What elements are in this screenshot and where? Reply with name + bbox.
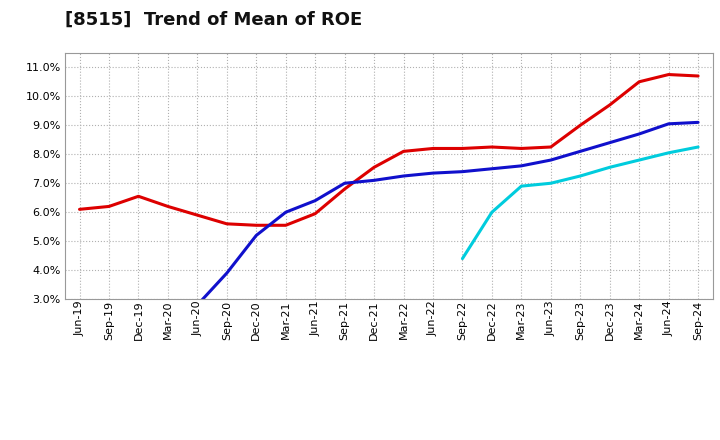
3 Years (341, 187, 349, 192)
5 Years (370, 178, 379, 183)
3 Years (104, 204, 113, 209)
5 Years (399, 173, 408, 179)
3 Years (635, 79, 644, 84)
5 Years (193, 302, 202, 308)
3 Years (546, 144, 555, 150)
3 Years (163, 204, 172, 209)
7 Years (458, 256, 467, 261)
5 Years (458, 169, 467, 174)
3 Years (428, 146, 437, 151)
3 Years (399, 149, 408, 154)
7 Years (606, 165, 614, 170)
7 Years (546, 180, 555, 186)
3 Years (576, 123, 585, 128)
Line: 5 Years: 5 Years (197, 122, 698, 305)
3 Years (606, 103, 614, 108)
7 Years (576, 173, 585, 179)
5 Years (341, 180, 349, 186)
5 Years (576, 149, 585, 154)
5 Years (428, 170, 437, 176)
3 Years (458, 146, 467, 151)
3 Years (252, 223, 261, 228)
3 Years (370, 165, 379, 170)
5 Years (665, 121, 673, 126)
3 Years (222, 221, 231, 227)
3 Years (665, 72, 673, 77)
Line: 7 Years: 7 Years (462, 147, 698, 259)
3 Years (75, 207, 84, 212)
3 Years (694, 73, 703, 79)
5 Years (546, 158, 555, 163)
5 Years (606, 140, 614, 145)
3 Years (311, 211, 320, 216)
3 Years (282, 223, 290, 228)
5 Years (487, 166, 496, 172)
5 Years (635, 131, 644, 136)
3 Years (517, 146, 526, 151)
5 Years (517, 163, 526, 169)
7 Years (694, 144, 703, 150)
Line: 3 Years: 3 Years (79, 74, 698, 225)
7 Years (487, 209, 496, 215)
Text: [8515]  Trend of Mean of ROE: [8515] Trend of Mean of ROE (65, 11, 362, 29)
7 Years (635, 158, 644, 163)
3 Years (193, 213, 202, 218)
5 Years (282, 209, 290, 215)
5 Years (222, 271, 231, 276)
5 Years (694, 120, 703, 125)
3 Years (134, 194, 143, 199)
7 Years (517, 183, 526, 189)
7 Years (665, 150, 673, 155)
3 Years (487, 144, 496, 150)
5 Years (311, 198, 320, 203)
5 Years (252, 233, 261, 238)
